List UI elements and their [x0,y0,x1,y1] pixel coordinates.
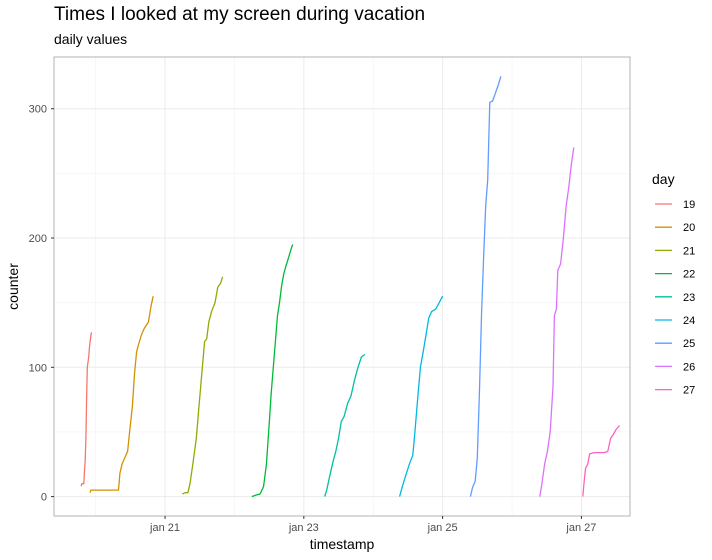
series-line-day-20 [89,296,154,493]
panel-border [53,56,631,517]
legend-label-day-20: 20 [683,222,695,234]
series-line-day-21 [182,276,224,495]
legend-title: day [652,171,675,187]
y-tick-label: 0 [41,492,47,504]
x-tick-label: jan 23 [288,522,319,534]
series-lines [80,76,621,498]
legend-label-day-23: 23 [683,292,695,304]
series-line-day-22 [251,244,294,498]
series-line-day-27 [582,425,621,497]
legend-label-day-27: 27 [683,385,695,397]
x-axis-title: timestamp [310,536,375,552]
y-tick-label: 100 [29,362,47,374]
y-axis: 0 100 200 300 [29,104,54,504]
series-line-day-26 [539,147,575,497]
legend-label-day-22: 22 [683,269,695,281]
x-tick-label: jan 25 [427,522,458,534]
series-line-day-25 [469,76,502,497]
legend-label-day-24: 24 [683,315,695,327]
series-line-day-19 [80,332,93,487]
legend-label-day-25: 25 [683,338,695,350]
series-line-day-23 [324,353,366,497]
grid [54,57,630,516]
legend: day 19 20 21 22 23 24 25 26 27 [652,171,695,397]
x-axis: jan 21 jan 23 jan 25 jan 27 [149,516,596,534]
x-tick-label: jan 21 [149,522,180,534]
chart-subtitle: daily values [54,31,128,47]
chart-title: Times I looked at my screen during vacat… [54,4,426,25]
x-tick-label: jan 27 [565,522,596,534]
legend-label-day-21: 21 [683,245,695,257]
legend-label-day-19: 19 [683,199,695,211]
legend-label-day-26: 26 [683,361,695,373]
y-tick-label: 200 [29,233,47,245]
series-line-day-24 [398,295,444,497]
y-tick-label: 300 [29,104,47,116]
y-axis-title: counter [5,263,21,310]
